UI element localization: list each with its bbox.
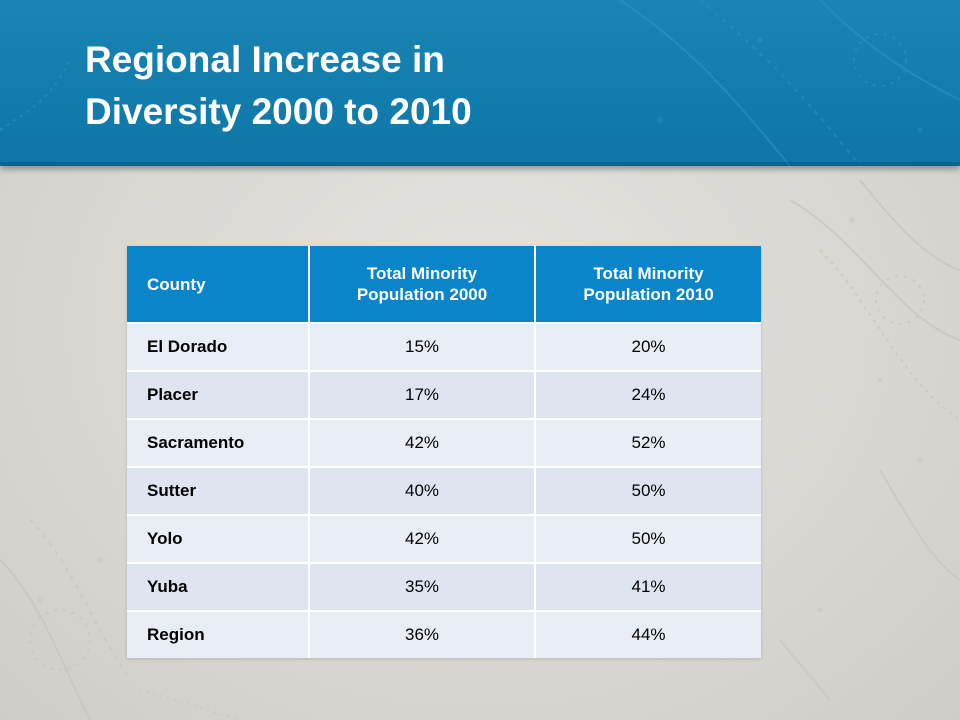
table-body: El Dorado 15% 20% Placer 17% 24% Sacrame… [127,323,761,658]
pop2000-cell: 42% [309,515,536,564]
column-header-population-2010: Total Minority Population 2010 [535,246,761,324]
pop2000-cell: 42% [309,419,536,468]
column-header-county: County [127,246,310,324]
county-header-label: County [147,274,206,294]
pop2010-cell: 44% [535,611,761,658]
pop2000-header-line-1: Total Minority [366,264,478,283]
county-cell: Sacramento [127,419,310,468]
pop2010-cell: 50% [535,467,761,516]
pop2010-header-line-2: Population 2010 [583,285,714,304]
table-row: Yolo 42% 50% [127,515,761,564]
header-row: County Total Minority Population 2000 To… [127,246,761,324]
slide-title: Regional Increase in Diversity 2000 to 2… [85,34,785,138]
pop2010-header-line-1: Total Minority [593,264,704,283]
title-line-1: Regional Increase in [85,39,445,80]
county-cell: El Dorado [127,323,310,372]
pop2000-header-line-2: Population 2000 [356,285,488,304]
table-row: Sutter 40% 50% [127,467,761,516]
diversity-table: County Total Minority Population 2000 To… [127,246,761,658]
title-banner: Regional Increase in Diversity 2000 to 2… [0,0,960,166]
pop2000-cell: 35% [309,563,536,612]
pop2010-cell: 50% [535,515,761,564]
county-cell: Yolo [127,515,310,564]
pop2010-cell: 52% [535,419,761,468]
table-row: Yuba 35% 41% [127,563,761,612]
table-row: El Dorado 15% 20% [127,323,761,372]
pop2000-cell: 36% [309,611,536,658]
pop2000-cell: 40% [309,467,536,516]
table-row: Sacramento 42% 52% [127,419,761,468]
pop2010-cell: 20% [535,323,761,372]
table-row: Region 36% 44% [127,611,761,658]
pop2010-cell: 24% [535,371,761,420]
county-cell: Sutter [127,467,310,516]
county-cell: Placer [127,371,310,420]
banner-texture [0,0,960,166]
pop2000-cell: 15% [309,323,536,372]
column-header-population-2000: Total Minority Population 2000 [309,246,536,324]
diversity-table-container: County Total Minority Population 2000 To… [127,246,761,658]
pop2000-cell: 17% [309,371,536,420]
county-cell: Yuba [127,563,310,612]
county-cell: Region [127,611,310,658]
table-row: Placer 17% 24% [127,371,761,420]
title-line-2: Diversity 2000 to 2010 [85,91,472,132]
pop2010-cell: 41% [535,563,761,612]
table-header: County Total Minority Population 2000 To… [127,246,761,324]
